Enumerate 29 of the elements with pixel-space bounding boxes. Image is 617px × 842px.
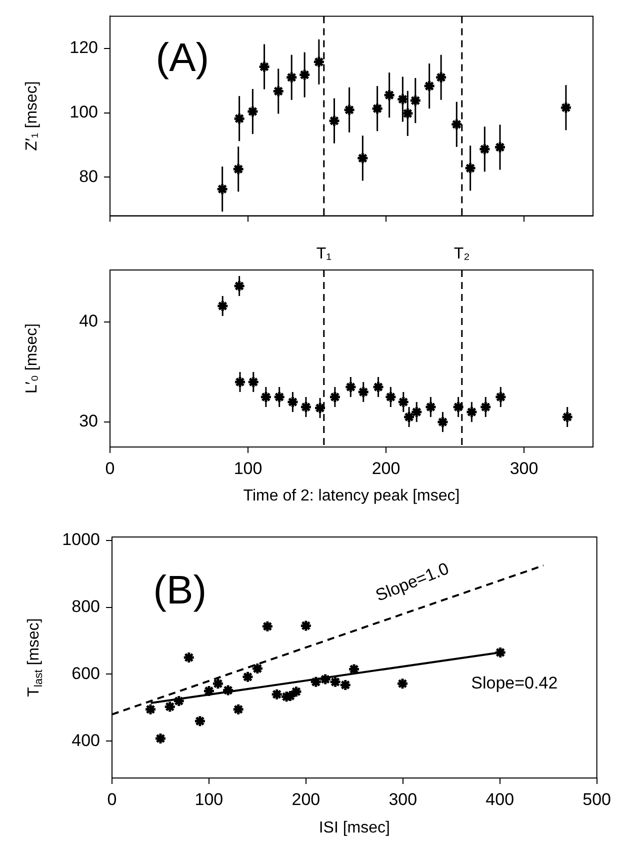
y-tick-label: 80: [79, 166, 98, 186]
x-axis-title: Time of 2: latency peak [msec]: [243, 487, 460, 504]
annotation: (B): [153, 568, 207, 612]
y-tick-label: 40: [79, 312, 98, 331]
x-tick-label: 200: [292, 790, 320, 809]
y-tick-label: 600: [72, 664, 100, 683]
y-tick-label: 400: [72, 730, 100, 750]
annotation: Slope=0.42: [471, 674, 558, 693]
y-axis-title: Tlast [msec]: [25, 618, 45, 697]
x-tick-label: 500: [582, 790, 612, 809]
x-tick-label: 0: [105, 458, 115, 478]
y-tick-label: 100: [70, 102, 98, 122]
y-axis-title: L′₀ [msec]: [23, 323, 40, 394]
x-tick-label: 400: [486, 790, 514, 809]
annotation: (A): [156, 36, 210, 80]
x-tick-label: 100: [234, 458, 262, 478]
y-tick-label: 120: [70, 38, 98, 58]
x-tick-label: 100: [194, 790, 224, 809]
x-tick-label: 300: [388, 790, 418, 809]
y-tick-label: 800: [72, 596, 100, 616]
x-tick-label: 300: [510, 458, 538, 478]
ref-line-label: T₂: [454, 245, 470, 262]
y-tick-label: 30: [79, 412, 98, 431]
y-axis-title: Z′₁ [msec]: [23, 81, 40, 151]
x-tick-label: 200: [372, 458, 400, 478]
ref-line-label: T₁: [316, 245, 332, 262]
y-tick-label: 1000: [62, 530, 100, 550]
x-tick-label: 0: [107, 790, 117, 809]
x-axis-title: ISI [msec]: [318, 819, 390, 836]
